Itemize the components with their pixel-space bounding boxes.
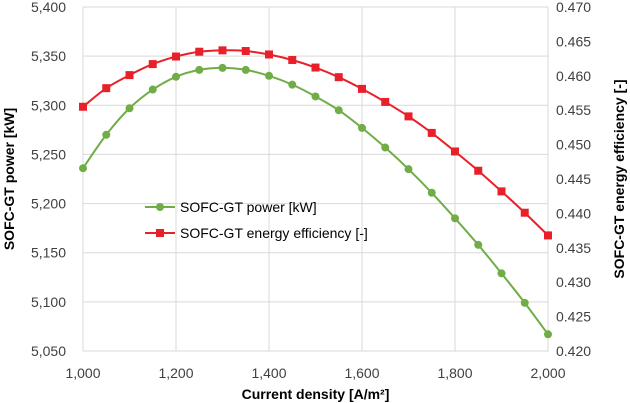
data-point-power <box>544 330 552 339</box>
y-tick-label: 5,200 <box>31 196 66 212</box>
y-tick-label: 5,100 <box>31 294 66 310</box>
y2-axis-title: SOFC-GT energy efficiency [-] <box>611 79 627 278</box>
y-tick-label: 5,250 <box>31 146 66 162</box>
data-point-power <box>334 106 343 115</box>
data-point-power <box>474 240 483 249</box>
y2-tick-label: 0.420 <box>556 343 591 359</box>
data-point-power <box>102 130 111 139</box>
data-point-efficiency <box>148 60 157 69</box>
data-point-efficiency <box>125 71 134 80</box>
legend-power-label: SOFC-GT power [kW] <box>180 199 317 215</box>
data-point-power <box>381 143 390 152</box>
y2-tick-label: 0.455 <box>556 102 591 118</box>
x-tick-label: 1,600 <box>344 365 379 381</box>
series-power <box>79 63 552 339</box>
y2-tick-label: 0.440 <box>556 205 591 221</box>
legend-efficiency-marker <box>156 229 164 237</box>
data-point-efficiency <box>311 63 320 72</box>
data-point-efficiency <box>404 112 413 121</box>
data-point-power <box>241 65 250 74</box>
x-tick-label: 1,000 <box>65 365 100 381</box>
series-layer <box>79 46 552 339</box>
x-tick-label: 1,200 <box>158 365 193 381</box>
data-point-power <box>125 104 134 113</box>
data-point-power <box>520 298 529 307</box>
data-point-efficiency <box>172 52 180 61</box>
data-point-power <box>172 72 180 81</box>
data-point-efficiency <box>358 84 366 93</box>
legend-item-efficiency: SOFC-GT energy efficiency [-] <box>145 225 368 241</box>
data-point-efficiency <box>265 50 273 59</box>
y-tick-label: 5,300 <box>31 97 66 113</box>
y2-tick-label: 0.430 <box>556 274 591 290</box>
data-point-power <box>288 80 297 89</box>
y2-tick-label: 0.435 <box>556 240 591 256</box>
y-tick-label: 5,400 <box>31 0 66 15</box>
data-point-efficiency <box>497 187 506 196</box>
data-point-power <box>497 269 506 278</box>
x-tick-label: 1,400 <box>251 365 286 381</box>
y2-tick-label: 0.460 <box>556 68 591 84</box>
y2-tick-label: 0.445 <box>556 171 591 187</box>
plot-area-border <box>82 6 549 352</box>
data-point-power <box>404 165 413 174</box>
data-point-efficiency <box>79 102 87 111</box>
legend: SOFC-GT power [kW] SOFC-GT energy effici… <box>145 199 368 241</box>
data-point-power <box>311 92 320 101</box>
x-tick-label: 1,800 <box>437 365 472 381</box>
series-efficiency <box>79 46 552 240</box>
y-tick-label: 5,050 <box>31 343 66 359</box>
data-point-efficiency <box>451 147 459 156</box>
y-axis-title: SOFC-GT power [kW] <box>1 108 17 250</box>
data-point-power <box>358 123 366 132</box>
y2-tick-label: 0.470 <box>556 0 591 15</box>
data-point-efficiency <box>474 166 483 175</box>
data-point-efficiency <box>544 231 552 240</box>
data-point-power <box>265 71 273 80</box>
y2-tick-label: 0.425 <box>556 309 591 325</box>
data-point-power <box>195 65 204 74</box>
data-point-power <box>218 63 227 72</box>
y-tick-label: 5,350 <box>31 48 66 64</box>
x-tick-label: 2,000 <box>530 365 565 381</box>
data-point-power <box>427 188 436 197</box>
data-point-efficiency <box>218 46 227 55</box>
tick-labels: 5,050 5,100 5,150 5,200 5,250 5,300 5,350 5,400… <box>31 0 591 381</box>
data-point-efficiency <box>381 97 390 106</box>
data-point-efficiency <box>241 47 250 56</box>
data-point-efficiency <box>427 128 436 137</box>
data-point-power <box>451 214 459 223</box>
data-point-efficiency <box>102 84 111 93</box>
data-point-efficiency <box>195 47 204 56</box>
x-axis-title: Current density [A/m²] <box>242 386 390 402</box>
data-point-power <box>148 85 157 94</box>
data-point-efficiency <box>334 73 343 82</box>
data-point-power <box>79 164 87 173</box>
legend-item-power: SOFC-GT power [kW] <box>145 199 317 215</box>
legend-efficiency-label: SOFC-GT energy efficiency [-] <box>180 225 368 241</box>
data-point-efficiency <box>288 55 297 64</box>
y-tick-label: 5,150 <box>31 245 66 261</box>
data-point-efficiency <box>520 208 529 217</box>
y2-tick-label: 0.450 <box>556 137 591 153</box>
legend-power-marker <box>156 203 164 211</box>
y2-tick-label: 0.465 <box>556 33 591 49</box>
